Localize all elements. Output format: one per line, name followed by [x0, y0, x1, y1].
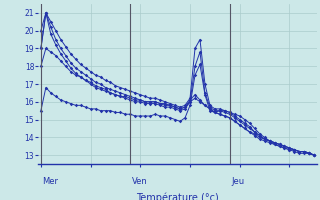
Text: Mer: Mer: [42, 177, 58, 186]
Text: Jeu: Jeu: [231, 177, 244, 186]
Text: Température (°c): Température (°c): [136, 193, 219, 200]
Text: Ven: Ven: [132, 177, 148, 186]
